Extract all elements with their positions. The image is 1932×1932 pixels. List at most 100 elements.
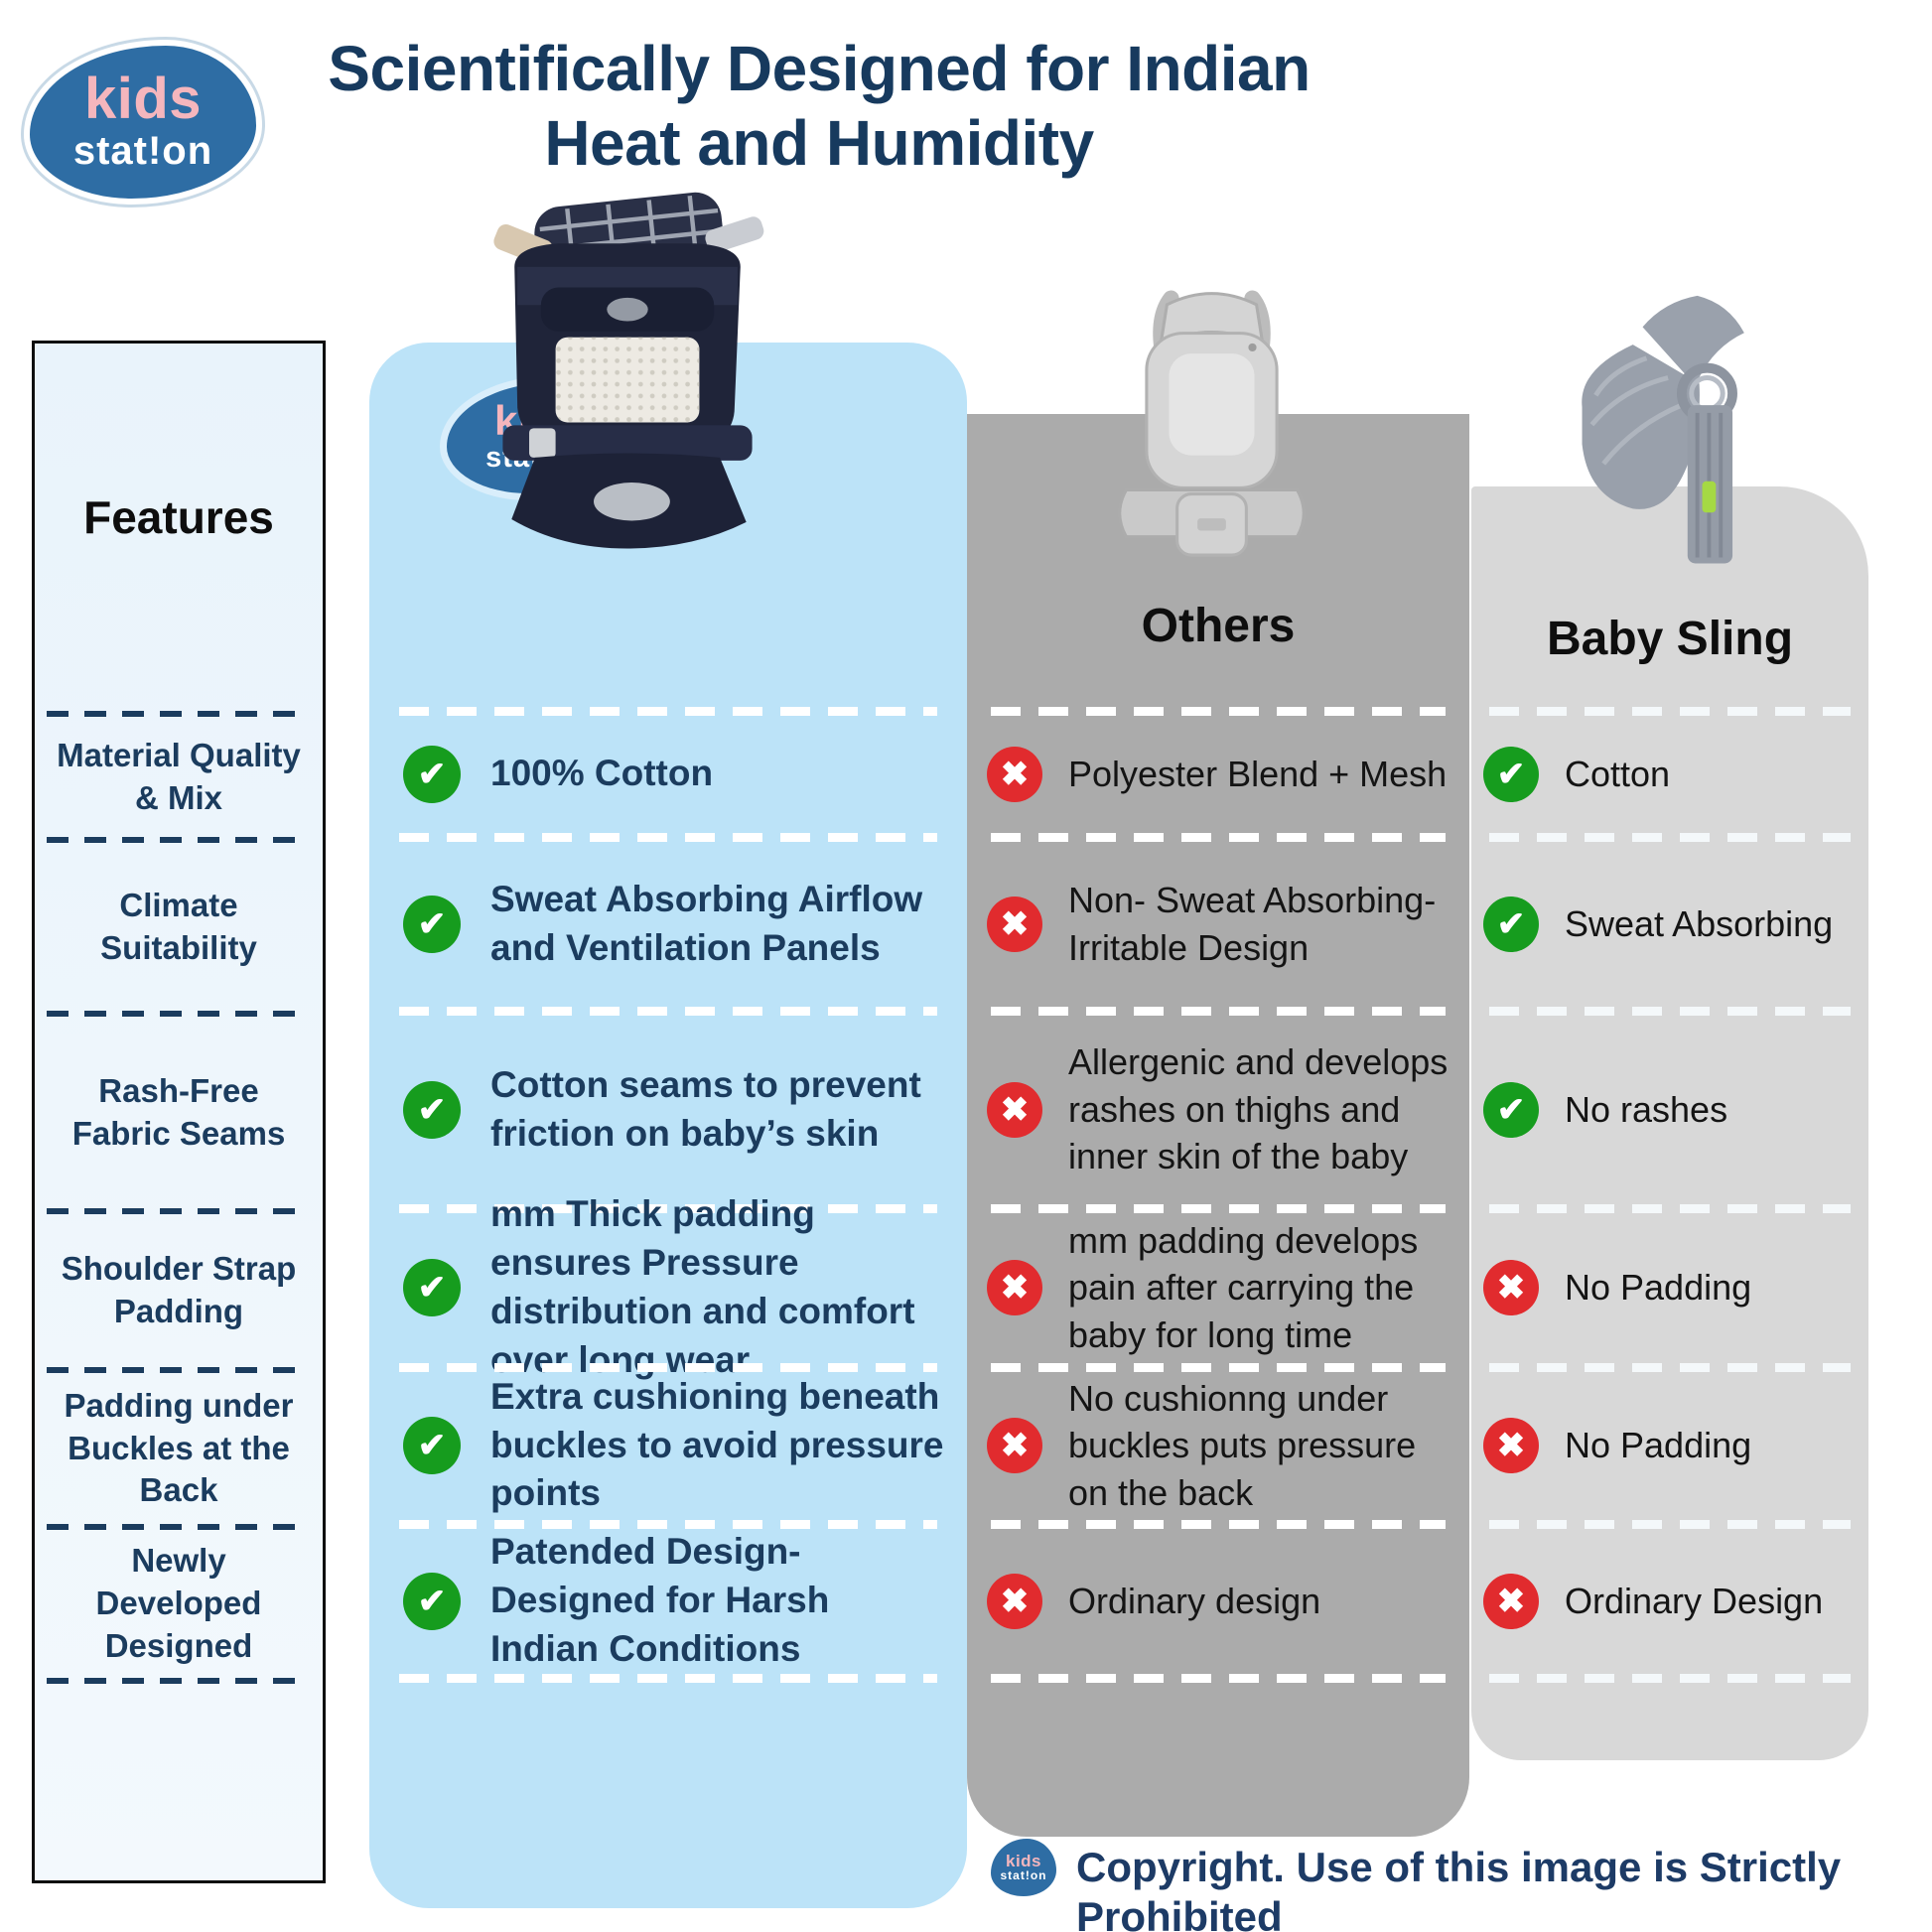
divider	[399, 1007, 937, 1016]
others-heading: Others	[1141, 599, 1296, 652]
kids-station-row-text: Patended Design- Designed for Harsh Indi…	[490, 1531, 830, 1669]
baby-sling-row: ✔ Cotton	[1471, 711, 1868, 837]
brand-logo: kids stat!on	[30, 46, 256, 199]
others-row-text: No cushionng under buckles puts pressure…	[1068, 1377, 1417, 1513]
kids-station-row: ✔ 100% Cotton	[369, 711, 967, 837]
check-icon: ✔	[403, 1259, 461, 1316]
kids-station-row: ✔ mm Thick padding ensures Pressure dist…	[369, 1193, 967, 1380]
brand-logo-kids-text: kids	[83, 67, 203, 131]
copyright-notice: Copyright. Use of this image is Strictly…	[1076, 1844, 1842, 1932]
kids-station-row: ✔ Extra cushioning beneath buckles to av…	[369, 1367, 967, 1524]
cross-icon: ✖	[987, 1418, 1042, 1473]
check-icon: ✔	[403, 745, 461, 803]
kids-station-row: ✔ Sweat Absorbing Airflow and Ventilatio…	[369, 837, 967, 1011]
others-row-text: Ordinary design	[1068, 1580, 1321, 1621]
divider	[1489, 1363, 1851, 1372]
footer-brand-logo: kids stat!on	[991, 1839, 1056, 1896]
baby-sling-row-text: No rashes	[1565, 1088, 1728, 1130]
cross-icon: ✖	[1483, 1418, 1539, 1473]
feature-label-shoulder-strap: Shoulder Strap Padding	[61, 1250, 297, 1329]
others-column: Others ✖ Polyester Blend + Mesh ✖ Non- S…	[967, 414, 1469, 1837]
divider	[1489, 1204, 1851, 1213]
kids-station-row: ✔ Cotton seams to prevent friction on ba…	[369, 1011, 967, 1208]
others-row: ✖ No cushionng under buckles puts pressu…	[967, 1367, 1469, 1524]
page-title-line1: Scientifically Designed for Indian	[328, 33, 1311, 104]
cross-icon: ✖	[1483, 1260, 1539, 1315]
kids-station-row-text: 100% Cotton	[490, 753, 714, 794]
baby-sling-row-text: Ordinary Design	[1565, 1580, 1824, 1621]
kids-station-row-text: mm Thick padding ensures Pressure distri…	[490, 1193, 915, 1380]
cross-icon: ✖	[987, 896, 1042, 952]
baby-sling-column: Baby Sling ✔ Cotton ✔ Sweat Absorbing ✔ …	[1471, 486, 1868, 1760]
kids-station-product-image	[493, 192, 764, 549]
divider	[47, 1011, 311, 1017]
divider	[47, 711, 311, 717]
feature-label-new-design: Newly Developed Designed	[95, 1542, 262, 1664]
kids-station-row: ✔ Patended Design- Designed for Harsh In…	[369, 1524, 967, 1678]
baby-sling-row-text: Sweat Absorbing	[1565, 902, 1834, 944]
check-icon: ✔	[403, 1417, 461, 1474]
baby-sling-row: ✖ Ordinary Design	[1471, 1524, 1868, 1678]
check-icon: ✔	[1483, 1081, 1539, 1138]
divider	[399, 1520, 937, 1529]
others-row: ✖ mm padding develops pain after carryin…	[967, 1208, 1469, 1367]
baby-sling-row-text: No Padding	[1565, 1267, 1752, 1309]
divider	[991, 1674, 1446, 1683]
feature-label-rash-free: Rash-Free Fabric Seams	[71, 1071, 286, 1152]
features-heading: Features	[83, 491, 274, 543]
baby-sling-heading: Baby Sling	[1546, 612, 1794, 665]
divider	[399, 707, 937, 716]
divider	[47, 1208, 311, 1214]
divider	[991, 707, 1446, 716]
divider	[1489, 1520, 1851, 1529]
others-row-text: Non- Sweat Absorbing- Irritable Design	[1068, 879, 1437, 968]
feature-label-material: Material Quality & Mix	[57, 736, 301, 816]
divider	[47, 1367, 311, 1373]
kids-station-row-text: Sweat Absorbing Airflow and Ventilation …	[490, 878, 923, 968]
others-row: ✖ Ordinary design	[967, 1524, 1469, 1678]
cross-icon: ✖	[1483, 1573, 1539, 1629]
kids-station-column: ✔ 100% Cotton ✔ Sweat Absorbing Airflow …	[369, 343, 967, 1908]
baby-sling-product-image	[1582, 295, 1744, 564]
others-row: ✖ Allergenic and develops rashes on thig…	[967, 1011, 1469, 1208]
baby-sling-row: ✔ Sweat Absorbing	[1471, 837, 1868, 1011]
divider	[1489, 707, 1851, 716]
features-column: Features Material Quality & Mix Climate …	[32, 341, 326, 1883]
divider	[399, 1674, 937, 1683]
others-product-image	[1118, 290, 1306, 557]
others-row-text: Polyester Blend + Mesh	[1068, 753, 1448, 794]
divider	[991, 1520, 1446, 1529]
kids-station-row-text: Extra cushioning beneath buckles to avoi…	[490, 1375, 944, 1514]
divider	[991, 1363, 1446, 1372]
baby-sling-row: ✔ No rashes	[1471, 1011, 1868, 1208]
divider	[47, 1524, 311, 1530]
others-row: ✖ Non- Sweat Absorbing- Irritable Design	[967, 837, 1469, 1011]
baby-sling-row: ✖ No Padding	[1471, 1367, 1868, 1524]
divider	[1489, 1674, 1851, 1683]
check-icon: ✔	[403, 1572, 461, 1630]
baby-sling-row-text: Cotton	[1565, 753, 1671, 794]
divider	[991, 1007, 1446, 1016]
baby-sling-row-text: No Padding	[1565, 1425, 1752, 1466]
others-row: ✖ Polyester Blend + Mesh	[967, 711, 1469, 837]
divider	[399, 1204, 937, 1213]
brand-logo-station-text: stat!on	[72, 129, 213, 173]
divider	[399, 1363, 937, 1372]
divider	[399, 833, 937, 842]
divider	[991, 1204, 1446, 1213]
divider	[47, 1678, 311, 1684]
page-title: Scientifically Designed for Indian Heat …	[238, 32, 1400, 181]
page-title-line2: Heat and Humidity	[544, 106, 1094, 179]
others-row-text: mm padding develops pain after carrying …	[1068, 1219, 1419, 1355]
kids-station-row-text: Cotton seams to prevent friction on baby…	[490, 1063, 921, 1154]
check-icon: ✔	[403, 895, 461, 953]
divider	[991, 833, 1446, 842]
feature-label-buckle-padding: Padding under Buckles at the Back	[64, 1386, 294, 1509]
footer-logo-kids-text: kids	[1005, 1851, 1042, 1870]
check-icon: ✔	[1483, 746, 1539, 802]
cross-icon: ✖	[987, 1573, 1042, 1629]
footer-logo-station-text: stat!on	[1000, 1867, 1047, 1882]
others-row-text: Allergenic and develops rashes on thighs…	[1068, 1041, 1449, 1177]
check-icon: ✔	[1483, 896, 1539, 952]
